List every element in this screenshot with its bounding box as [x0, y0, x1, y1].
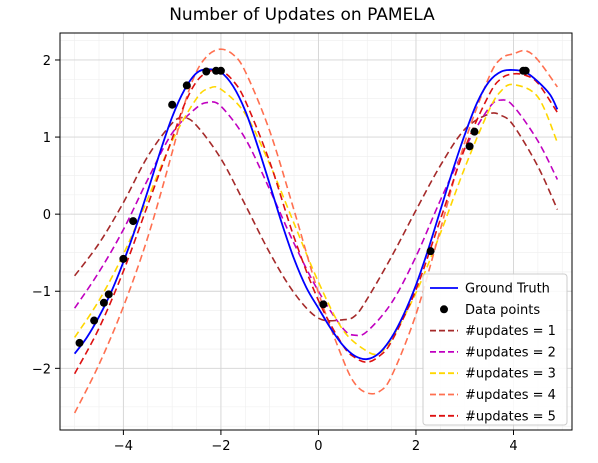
legend-label: Ground Truth [465, 282, 550, 297]
data-points [75, 66, 530, 347]
y-tick-label: −1 [32, 285, 51, 300]
legend-entries: Ground Truth Data points #updates = 1 #upda… [430, 282, 556, 424]
data-point [319, 300, 328, 309]
legend-label: #updates = 3 [465, 367, 556, 382]
data-point [182, 81, 191, 90]
legend: Ground Truth Data points #updates = 1 #upda… [422, 273, 568, 426]
data-point [90, 316, 99, 325]
legend-swatch [440, 305, 448, 314]
legend-label: #updates = 5 [465, 409, 556, 424]
y-tick-label: −2 [32, 362, 51, 377]
data-point [129, 217, 138, 226]
y-ticks: −2 −1 0 1 2 [32, 54, 60, 377]
data-point [426, 247, 435, 256]
legend-label: #updates = 4 [465, 388, 556, 403]
data-point [202, 67, 211, 76]
y-tick-label: 2 [43, 54, 51, 69]
legend-label: #updates = 1 [465, 324, 556, 339]
legend-label: #updates = 2 [465, 345, 556, 360]
chart-title: Number of Updates on PAMELA [169, 5, 435, 25]
x-tick-label: 2 [412, 439, 420, 454]
data-point [119, 254, 128, 263]
y-tick-label: 1 [43, 131, 51, 146]
series-lines [73, 48, 559, 414]
data-point [168, 100, 177, 109]
x-tick-label: −2 [211, 439, 230, 454]
data-point [75, 338, 84, 347]
data-point [104, 290, 113, 299]
x-ticks: −4 −2 0 2 4 [114, 430, 518, 454]
data-point [470, 127, 479, 136]
plot-frame [59, 32, 573, 431]
data-point [216, 66, 225, 75]
x-tick-label: −4 [114, 439, 133, 454]
data-point [99, 298, 108, 307]
y-tick-label: 0 [43, 208, 51, 223]
x-tick-label: 4 [509, 439, 517, 454]
series-line-ground-truth [73, 68, 559, 361]
series-line-updates-1 [73, 112, 559, 322]
series-line-updates-3 [73, 83, 559, 356]
data-point [465, 142, 474, 151]
series-line-updates-2 [73, 99, 559, 337]
legend-label: Data points [465, 303, 540, 318]
data-point [521, 66, 530, 75]
legend-box [422, 273, 568, 426]
x-tick-label: 0 [314, 439, 322, 454]
